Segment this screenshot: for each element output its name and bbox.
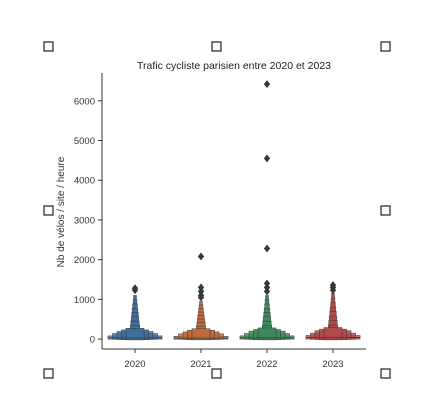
x-tick-label: 2021 [190, 359, 211, 370]
boxen-tail-box [329, 306, 337, 312]
outlier-point [263, 279, 271, 288]
y-tick-label: 4000 [74, 176, 95, 187]
boxen-level-box [257, 327, 277, 341]
resize-handle-bottom-left[interactable] [43, 368, 54, 379]
boxen-level-box [323, 327, 343, 341]
boxen-tail-box [133, 295, 137, 300]
boxen-level-box [191, 328, 211, 341]
outlier-point [263, 80, 271, 89]
boxen-tail-box [265, 295, 269, 300]
x-tick-label: 2023 [322, 359, 343, 370]
boxen-tail-box [198, 304, 204, 309]
resize-handle-middle-left[interactable] [43, 205, 54, 216]
boxen-tail-box [263, 307, 271, 313]
boxen-2022 [239, 80, 295, 341]
resize-handle-middle-right[interactable] [380, 205, 391, 216]
boxen-tail-box [132, 303, 138, 309]
boxen-2021 [173, 252, 229, 341]
boxen-tail-box [196, 318, 206, 323]
boxen-tail-box [130, 320, 140, 326]
resize-handle-top-center[interactable] [211, 41, 222, 52]
outlier-point [329, 281, 337, 290]
boxen-2023 [305, 281, 361, 341]
y-axis-label: Nb de vélos / site / heure [56, 156, 67, 267]
x-axis-ticks: 2020 2021 2022 2023 [124, 349, 344, 370]
boxen-tail-box [328, 315, 338, 321]
resize-handle-top-right[interactable] [380, 41, 391, 52]
outlier-point [263, 244, 271, 253]
outlier-point [263, 154, 271, 163]
boxen-tail-box [199, 301, 203, 306]
boxen-tail-box [131, 312, 139, 317]
boxen-tail-box [262, 316, 272, 322]
boxen-tail-box [198, 308, 204, 313]
boxen-tail-box [132, 299, 138, 305]
boxen-tail-box [262, 320, 272, 326]
selection-handles[interactable] [43, 41, 391, 379]
boxen-tail-box [330, 297, 336, 303]
x-tick-label: 2020 [124, 359, 145, 370]
boxen-tail-box [130, 316, 140, 322]
boxen-2020 [107, 284, 163, 341]
y-tick-label: 2000 [74, 255, 95, 266]
boxen-level-box [125, 328, 145, 341]
boxen-tail-box [264, 303, 270, 309]
resize-handle-bottom-right[interactable] [380, 368, 391, 379]
boxen-tail-box [131, 307, 139, 313]
boxen-tail-box [196, 322, 206, 327]
y-axis-ticks: 0 1000 2000 3000 4000 5000 6000 [74, 96, 102, 346]
boxen-tail-box [264, 299, 270, 305]
boxen-marks [107, 80, 361, 341]
y-tick-label: 5000 [74, 136, 95, 147]
outlier-point [197, 252, 205, 261]
resize-handle-bottom-center[interactable] [211, 368, 222, 379]
y-tick-label: 6000 [74, 96, 95, 107]
resize-handle-top-left[interactable] [43, 41, 54, 52]
x-tick-label: 2022 [256, 359, 277, 370]
outlier-point [131, 284, 139, 293]
y-tick-label: 3000 [74, 215, 95, 226]
outlier-point [197, 283, 205, 292]
y-tick-label: 0 [90, 335, 95, 346]
boxen-tail-box [197, 315, 205, 320]
boxen-tail-box [197, 311, 205, 316]
y-tick-label: 1000 [74, 295, 95, 306]
boxen-tail-box [330, 302, 336, 308]
chart-title: Trafic cycliste parisien entre 2020 et 2… [137, 60, 331, 72]
boxen-tail-box [328, 320, 338, 326]
boxen-tail-box [329, 311, 337, 317]
boxen-tail-box [263, 312, 271, 317]
